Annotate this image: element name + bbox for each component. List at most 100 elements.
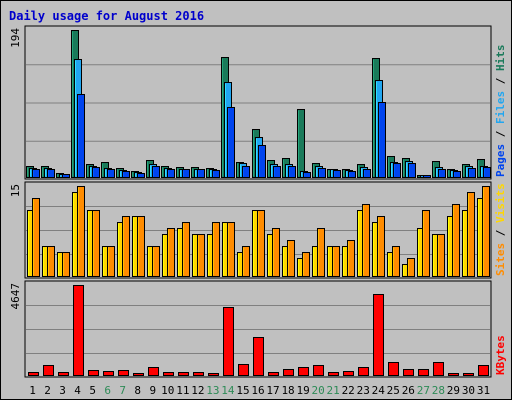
bar-kbytes-day-22 (343, 371, 354, 376)
bar-sites-day-27 (422, 210, 430, 277)
y-max-label: 4647 (9, 283, 22, 310)
x-label-day-1: 1 (29, 384, 36, 397)
bar-sites-day-26 (407, 258, 415, 277)
bar-sites-day-3 (62, 252, 70, 277)
bar-sites-day-21 (332, 246, 340, 277)
bar-pages-day-23 (363, 169, 371, 178)
bar-pages-day-20 (318, 168, 326, 178)
x-label-day-7: 7 (119, 384, 126, 397)
legend-hits-files-pages: Pages / Files / Hits (494, 45, 507, 178)
bar-pages-day-9 (152, 166, 160, 178)
legend-separator: / (494, 223, 507, 243)
bar-kbytes-day-15 (238, 364, 249, 376)
panel-hits-files-pages: 194 Pages / Files / Hits (9, 25, 507, 180)
bar-sites-day-30 (467, 192, 475, 277)
bar-kbytes-day-25 (388, 362, 399, 376)
bar-kbytes-day-18 (283, 369, 294, 376)
bar-sites-day-23 (362, 204, 370, 277)
bar-pages-day-28 (438, 169, 446, 178)
bar-pages-day-31 (483, 167, 491, 178)
x-label-day-23: 23 (357, 384, 370, 397)
x-label-day-4: 4 (74, 384, 81, 397)
bar-pages-day-5 (92, 167, 100, 178)
bar-sites-day-6 (107, 246, 115, 277)
bar-pages-day-26 (408, 163, 416, 178)
legend-text: KBytes (494, 335, 507, 375)
series-sites (32, 186, 490, 277)
legend-files: Files (494, 91, 507, 124)
series-kbytes (28, 285, 489, 376)
bar-sites-day-24 (377, 216, 385, 277)
x-label-day-24: 24 (372, 384, 386, 397)
bar-sites-day-15 (242, 246, 250, 277)
bar-kbytes-day-8 (133, 373, 144, 376)
x-label-day-5: 5 (89, 384, 96, 397)
bar-pages-day-12 (197, 169, 205, 178)
bar-pages-day-2 (47, 169, 55, 178)
bar-sites-day-16 (257, 210, 265, 277)
bar-kbytes-day-5 (88, 370, 99, 376)
bar-kbytes-day-19 (298, 367, 309, 376)
x-label-day-28: 28 (432, 384, 445, 397)
x-label-day-18: 18 (281, 384, 294, 397)
bar-kbytes-day-16 (253, 337, 264, 376)
x-label-day-29: 29 (447, 384, 460, 397)
panel-visits-sites: 15 Sites / Visits (9, 181, 507, 279)
bar-sites-day-22 (347, 240, 355, 277)
legend-kbytes: KBytes (494, 335, 507, 375)
x-label-day-22: 22 (342, 384, 355, 397)
x-label-day-17: 17 (266, 384, 279, 397)
bar-sites-day-9 (152, 246, 160, 277)
x-label-day-26: 26 (402, 384, 415, 397)
bar-kbytes-day-14 (223, 307, 234, 376)
x-label-day-21: 21 (327, 384, 340, 397)
bar-sites-day-13 (212, 222, 220, 277)
bar-kbytes-day-7 (118, 370, 129, 376)
x-label-day-2: 2 (44, 384, 51, 397)
bar-sites-day-12 (197, 234, 205, 277)
legend-hits: Hits (494, 45, 507, 72)
bar-sites-day-28 (437, 234, 445, 277)
bar-pages-day-3 (62, 174, 70, 178)
bar-sites-day-1 (32, 198, 40, 277)
bar-kbytes-day-26 (403, 369, 414, 376)
bar-sites-day-5 (92, 210, 100, 277)
y-max-label: 194 (9, 28, 22, 48)
bar-sites-day-25 (392, 246, 400, 277)
bar-pages-day-30 (468, 168, 476, 178)
legend-sites: Sites (494, 243, 507, 276)
bar-kbytes-day-4 (73, 285, 84, 376)
legend-kbytes: KBytes (494, 335, 507, 375)
bar-pages-day-6 (107, 169, 115, 178)
bar-kbytes-day-11 (178, 372, 189, 376)
x-label-day-15: 15 (236, 384, 249, 397)
bar-sites-day-18 (287, 240, 295, 277)
bar-pages-day-7 (122, 171, 130, 178)
bar-pages-day-29 (453, 171, 461, 178)
bar-pages-day-1 (32, 169, 40, 178)
bar-pages-day-19 (303, 172, 311, 178)
bar-kbytes-day-24 (373, 294, 384, 376)
chart-title: Daily usage for August 2016 (9, 9, 204, 23)
bar-kbytes-day-29 (448, 373, 459, 376)
bar-pages-day-24 (378, 102, 386, 178)
bar-kbytes-day-27 (418, 369, 429, 376)
y-max-label: 15 (9, 184, 22, 197)
bar-kbytes-day-12 (193, 372, 204, 376)
x-label-day-30: 30 (462, 384, 475, 397)
bar-kbytes-day-31 (478, 365, 489, 376)
panel-kbytes: 4647 KBytes (9, 280, 507, 378)
bar-pages-day-4 (77, 94, 85, 178)
legend-text: Sites / Visits (494, 183, 507, 276)
bar-pages-day-15 (242, 166, 250, 178)
bar-kbytes-day-2 (43, 365, 54, 376)
bar-kbytes-day-6 (103, 371, 114, 376)
bar-kbytes-day-28 (433, 362, 444, 376)
bar-pages-day-17 (273, 166, 281, 178)
x-label-day-10: 10 (161, 384, 174, 397)
x-label-day-6: 6 (104, 384, 111, 397)
bar-pages-day-25 (393, 163, 401, 178)
bar-kbytes-day-3 (58, 372, 69, 376)
